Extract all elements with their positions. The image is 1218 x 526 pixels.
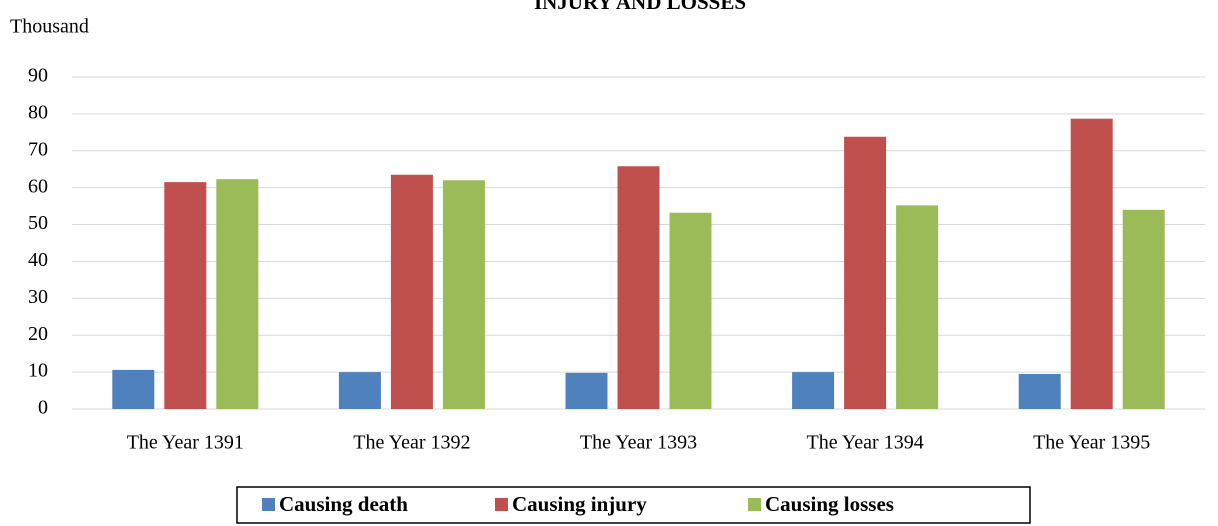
bar bbox=[216, 179, 259, 409]
x-tick-label: The Year 1392 bbox=[353, 432, 470, 454]
y-tick-label: 40 bbox=[28, 249, 48, 271]
bar bbox=[617, 166, 660, 409]
bar bbox=[896, 205, 939, 409]
y-tick-label: 70 bbox=[28, 138, 48, 160]
legend-box bbox=[236, 486, 1031, 524]
legend-swatch bbox=[262, 498, 275, 511]
bar bbox=[1018, 373, 1061, 409]
bar bbox=[669, 212, 712, 409]
bar bbox=[390, 174, 433, 409]
y-tick-label: 0 bbox=[38, 397, 48, 419]
y-axis-label: Thousand bbox=[10, 16, 89, 38]
y-tick-label: 60 bbox=[28, 175, 48, 197]
bar bbox=[1122, 209, 1165, 409]
bar bbox=[164, 182, 207, 409]
legend-label: Causing injury bbox=[512, 492, 647, 516]
legend-label: Causing losses bbox=[765, 492, 894, 516]
bar bbox=[338, 372, 381, 409]
chart-title: INJURY AND LOSSES bbox=[534, 0, 746, 14]
bar bbox=[565, 372, 608, 409]
x-tick-label: The Year 1395 bbox=[1033, 432, 1150, 454]
bar bbox=[792, 372, 835, 409]
y-tick-label: 30 bbox=[28, 286, 48, 308]
y-tick-label: 80 bbox=[28, 101, 48, 123]
y-tick-label: 90 bbox=[28, 65, 48, 87]
y-tick-label: 20 bbox=[28, 323, 48, 345]
y-tick-label: 50 bbox=[28, 212, 48, 234]
y-tick-label: 10 bbox=[28, 360, 48, 382]
x-tick-label: The Year 1391 bbox=[127, 432, 244, 454]
legend-swatch bbox=[495, 498, 508, 511]
x-tick-label: The Year 1394 bbox=[806, 432, 923, 454]
bar bbox=[1070, 118, 1113, 409]
bar bbox=[442, 180, 485, 409]
bar bbox=[112, 369, 155, 409]
legend-label: Causing death bbox=[279, 492, 408, 516]
bar bbox=[844, 136, 887, 409]
x-tick-label: The Year 1393 bbox=[580, 432, 697, 454]
legend-swatch bbox=[748, 498, 761, 511]
